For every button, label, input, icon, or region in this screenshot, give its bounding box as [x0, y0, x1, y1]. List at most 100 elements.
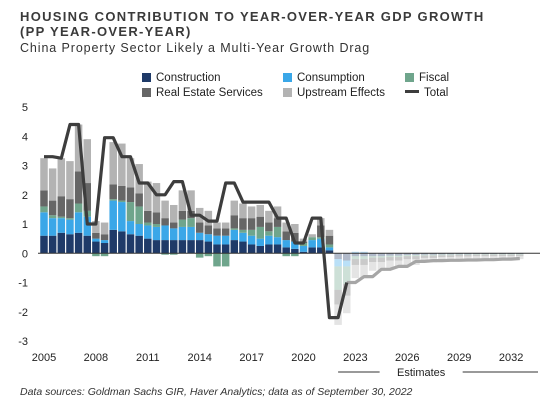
bar-segment [239, 203, 247, 219]
bar-segment [135, 224, 143, 236]
bar-segment [412, 253, 420, 256]
bar-segment [247, 235, 256, 245]
bar-segment [195, 253, 204, 258]
bar-segment [516, 254, 524, 257]
bar-segment [230, 200, 239, 216]
bar-segment [317, 238, 325, 248]
bar-segment [291, 248, 299, 254]
bar-segment [92, 241, 100, 254]
y-tick-label: 2 [22, 190, 28, 202]
bar-segment [498, 254, 507, 257]
bar-segment [48, 235, 57, 254]
legend-fiscal: Fiscal [405, 72, 449, 84]
bar-segment [446, 255, 455, 258]
bar-segment [282, 231, 290, 241]
bar-segment [325, 229, 334, 236]
bar-segment [161, 253, 169, 255]
bar-segment [161, 218, 169, 226]
y-tick-label: 5 [22, 102, 28, 114]
bar-segment [195, 240, 204, 254]
bar-segment [161, 225, 169, 241]
bar-segment [291, 241, 299, 249]
bar-segment [187, 226, 195, 241]
bar-segment [74, 171, 83, 204]
bar-segment [221, 235, 230, 245]
bar-segment [256, 216, 264, 227]
bar-segment [126, 187, 135, 203]
x-tick-label: 2032 [499, 352, 523, 364]
bar-segment [472, 254, 481, 257]
bar-segment [170, 222, 178, 229]
bar-segment [57, 232, 66, 254]
bar-segment [420, 255, 429, 258]
bar-segment [282, 247, 290, 254]
bar-segment [490, 254, 498, 255]
bar-segment [403, 253, 412, 256]
bar-segment [187, 240, 195, 254]
bar-segment [394, 257, 403, 261]
bar-segment [204, 225, 213, 235]
legend-upstream-effects-swatch [283, 88, 292, 97]
bar-segment [420, 253, 429, 255]
bar-segment [256, 226, 264, 239]
bar-segment [187, 218, 195, 227]
bar-segment [360, 264, 368, 279]
bar-segment [351, 253, 360, 257]
bar-segment [438, 257, 446, 261]
legend-total-label: Total [424, 87, 449, 99]
bar-segment [40, 212, 48, 236]
bar-segment [403, 255, 412, 257]
bar-segment [481, 254, 489, 257]
bar-segment [170, 204, 178, 223]
bar-segment [57, 196, 66, 217]
bar-segment [403, 256, 412, 260]
bar-segment [161, 240, 169, 254]
bar-segment [48, 215, 57, 219]
legend-real-estate-services-swatch [142, 88, 151, 97]
bar-segment [429, 255, 437, 258]
bar-segment [247, 244, 256, 254]
bar-segment [429, 254, 437, 256]
bar-segment [83, 235, 91, 254]
bar-segment [195, 222, 204, 233]
bar-segment [386, 255, 394, 258]
legend-construction-swatch [142, 73, 151, 82]
legend-construction-label: Construction [156, 72, 221, 84]
bar-segment [195, 232, 204, 241]
bar-segment [204, 210, 213, 226]
bar-segment [498, 254, 507, 255]
bar-segment [152, 226, 161, 241]
bar-segment [135, 206, 143, 224]
bar-segment [221, 222, 230, 229]
bar-segment [57, 158, 66, 197]
bar-segment [360, 259, 368, 265]
bar-segment [170, 228, 178, 241]
bar-segment [438, 254, 446, 256]
bar-segment [265, 222, 273, 232]
bar-segment [204, 241, 213, 254]
bar-segment [256, 245, 264, 254]
bar-segment [351, 256, 360, 260]
legend-real-estate-services: Real Estate Services [142, 87, 263, 99]
bar-segment [386, 260, 394, 268]
bar-segment [126, 158, 135, 188]
bar-segment [100, 243, 109, 254]
bar-segment [368, 253, 377, 257]
bar-segment [221, 253, 230, 267]
bar-segment [265, 231, 273, 236]
bar-segment [118, 200, 126, 203]
bar-segment [100, 253, 109, 257]
bar-segment [100, 240, 109, 244]
bar-segment [464, 255, 472, 257]
bar-segment [204, 253, 213, 257]
bar-segment [135, 235, 143, 254]
bar-segment [256, 204, 264, 217]
bar-segment [239, 232, 247, 242]
bar-segment [230, 240, 239, 254]
y-tick-label: 1 [22, 219, 28, 231]
chart-title-line1: HOUSING CONTRIBUTION TO YEAR-OVER-YEAR G… [20, 9, 485, 24]
bar-segment [368, 262, 377, 271]
bar-segment [317, 247, 325, 254]
bar-segment [187, 190, 195, 211]
bar-segment [273, 244, 282, 254]
